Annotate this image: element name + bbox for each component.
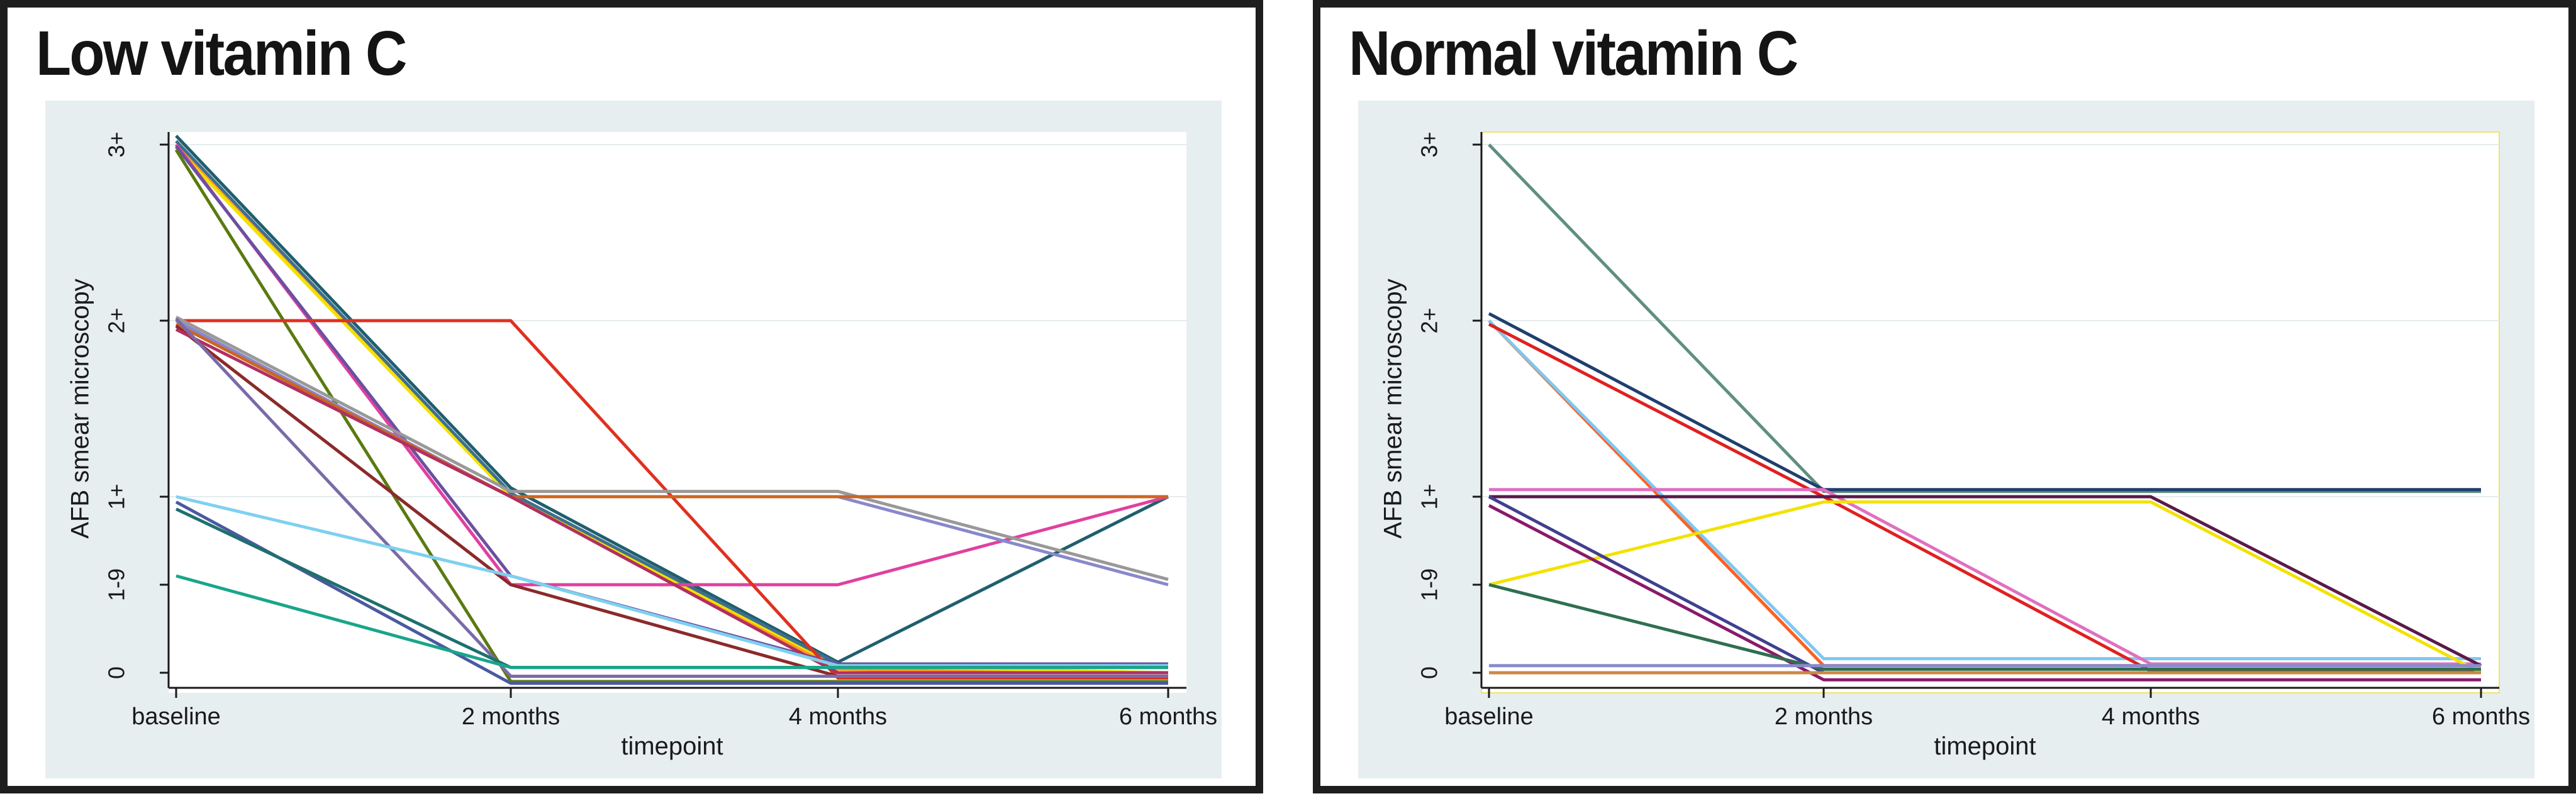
series-line-15 [176,495,1168,668]
series-line-13 [175,328,1168,675]
y-tick-label: 2+ [104,307,130,333]
panel-title: Low vitamin C [36,18,407,89]
y-tick-label: 3+ [1417,131,1442,157]
y-tick-label: 2+ [1417,307,1442,333]
x-tick-label: 2 months [462,704,560,730]
series-line-7 [174,149,1168,683]
series-line-16 [175,500,1168,685]
series-line-11 [175,323,1168,499]
x-tick-label: 4 months [789,704,887,730]
chart-low-vitamin-c: 0 1-9 1+ 2+ 3+ baseline 2 months 4 months 6 mont… [67,131,1218,760]
series-line-3 [175,146,1169,675]
series-line-10 [1488,504,2481,682]
y-axis-title: AFB smear microscopy [67,279,94,538]
y-tick-label: 3+ [104,131,130,157]
chart-normal-vitamin-c: 0 1-9 1+ 2+ 3+ baseline 2 months 4 months 6 mont… [1380,131,2530,760]
y-tick-label: 1+ [1417,483,1442,509]
series-line-11 [1488,583,2481,671]
x-axis-title: timepoint [1934,732,2036,760]
plot-region [169,132,1186,693]
series-line-6 [1489,488,2481,666]
series-line-1 [1488,143,2481,494]
x-tick-label: baseline [131,704,221,730]
series-line-14 [175,318,1168,678]
series-line-18 [176,574,1168,670]
series-line-8 [1488,500,2482,675]
y-tick-label: 0 [1417,666,1442,679]
x-axis-title: timepoint [621,732,723,760]
series-line-2 [1488,312,2481,492]
x-tick-label: 6 months [2432,704,2530,730]
panel-low-vitamin-c: Low vitamin C 0 1-9 1+ 2+ 3+ baseline 2 months… [0,0,1263,793]
y-tick-label: 0 [104,666,130,679]
series-line-8 [176,319,1168,680]
panel-normal-vitamin-c: Normal vitamin C 0 1-9 1+ 2+ 3+ baseline 2 mon… [1313,0,2576,793]
x-tick-label: 6 months [1119,704,1217,730]
y-axis-title: AFB smear microscopy [1380,279,1407,538]
y-tick-label: 1+ [104,483,130,509]
x-tick-label: 2 months [1775,704,1873,730]
panel-title: Normal vitamin C [1349,18,1798,89]
series-line-7 [1489,495,2482,668]
x-tick-label: 4 months [2102,704,2200,730]
y-tick-label: 1-9 [104,568,130,601]
x-tick-label: baseline [1444,704,1534,730]
series-line-1 [175,135,1169,664]
y-tick-label: 1-9 [1417,568,1442,601]
series-line-5 [1488,323,2481,673]
plot-region [1481,131,2500,693]
series-line-9 [175,316,1169,582]
